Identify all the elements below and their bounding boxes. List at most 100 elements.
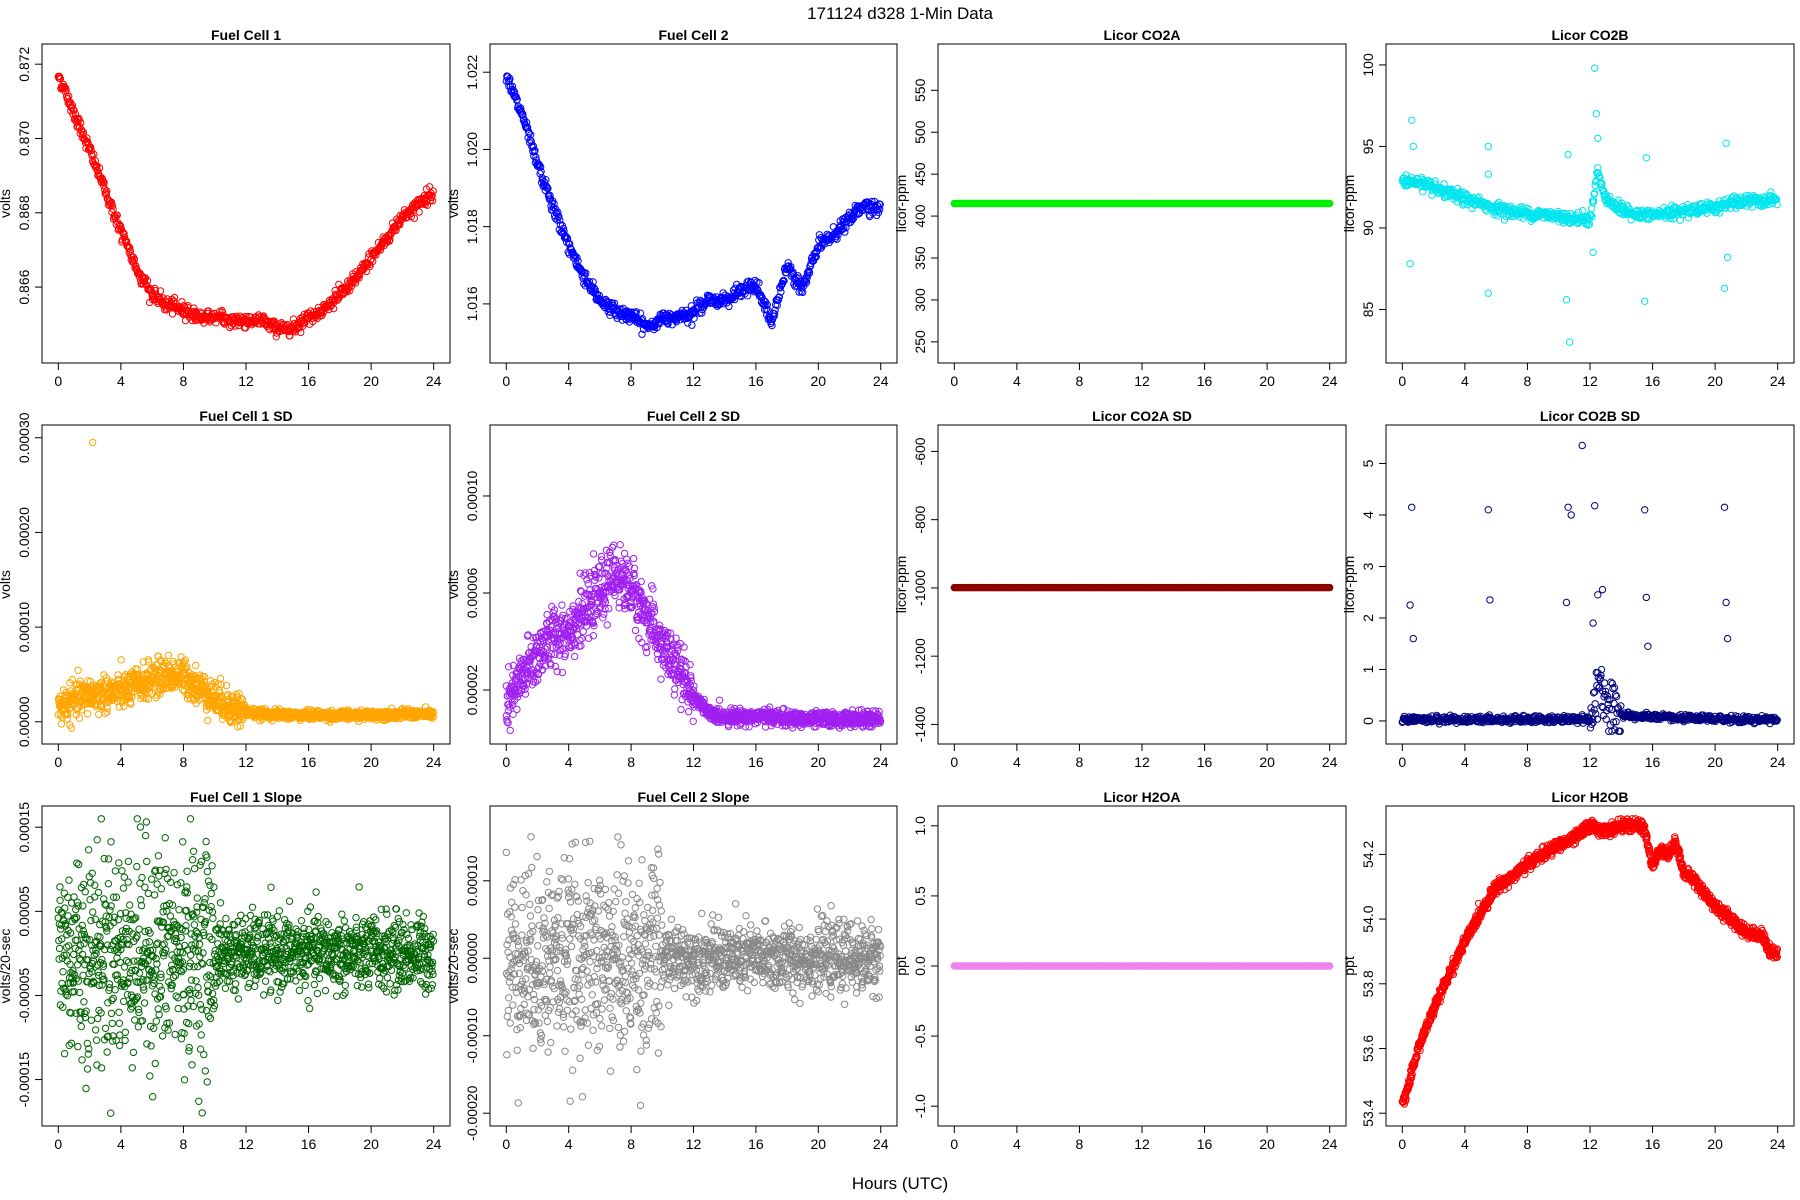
- y-tick-label: 0.00020: [16, 507, 32, 558]
- x-tick-label: 20: [1259, 373, 1275, 389]
- data-point: [61, 87, 69, 96]
- data-point: [1326, 199, 1334, 208]
- data-point: [122, 237, 131, 245]
- data-point: [1562, 296, 1571, 304]
- x-tick-label: 0: [502, 754, 510, 770]
- x-tick-label: 0: [1398, 373, 1406, 389]
- x-tick-label: 16: [748, 373, 764, 389]
- data-point: [103, 187, 111, 195]
- x-tick-label: 8: [1524, 373, 1532, 389]
- x-tick-label: 4: [1013, 373, 1021, 389]
- y-tick-label: 90: [1360, 220, 1376, 236]
- data-point: [126, 244, 134, 252]
- data-point: [657, 675, 665, 683]
- y-axis-label: volts: [445, 570, 461, 599]
- x-tick-label: 8: [180, 754, 188, 770]
- figure-title: 171124 d328 1-Min Data: [807, 4, 993, 23]
- data-point: [100, 181, 108, 190]
- data-point: [1409, 142, 1418, 151]
- y-tick-label: 1.022: [464, 54, 480, 89]
- x-axis: 0 4 8 12 16 20 24: [1398, 362, 1786, 389]
- x-tick-label: 12: [238, 754, 254, 770]
- y-axis: 0.00000 0.00010 0.00020 0.00030: [16, 412, 43, 747]
- data-point: [386, 236, 394, 244]
- x-tick-label: 16: [1197, 373, 1213, 389]
- x-tick-label: 24: [873, 373, 889, 389]
- y-tick-label: 0.00000: [16, 696, 32, 747]
- y-tick-label: 95: [1360, 138, 1376, 154]
- y-tick-label: 1.018: [464, 209, 480, 244]
- plot-title: Fuel Cell 2 SD: [647, 408, 740, 424]
- data-point: [584, 580, 592, 588]
- data-point: [1642, 154, 1651, 162]
- data-point: [1592, 110, 1601, 118]
- y-tick-label: 0.868: [16, 195, 32, 230]
- y-tick-label: 300: [912, 288, 928, 312]
- x-tick-label: 4: [117, 373, 125, 389]
- data-point: [117, 656, 125, 664]
- data-point: [623, 555, 631, 563]
- data-point: [429, 187, 437, 195]
- x-tick-label: 16: [301, 373, 317, 389]
- x-tick-label: 0: [950, 373, 958, 389]
- x-axis: 0 4 8 12 16 20 24: [502, 362, 889, 389]
- x-axis: 0 4 8 12 16 20 24: [502, 743, 889, 770]
- plot-title: Licor CO2A: [1103, 27, 1180, 43]
- data-point: [86, 143, 95, 151]
- data-point: [120, 702, 128, 711]
- y-axis-label: licor-ppm: [893, 175, 909, 233]
- data-point: [164, 651, 173, 659]
- data-point: [102, 191, 111, 199]
- data-point: [589, 550, 598, 558]
- y-tick-label: 0.00010: [16, 602, 32, 653]
- data-point: [1641, 297, 1649, 305]
- data-point: [517, 104, 525, 112]
- x-tick-label: 0: [54, 754, 62, 770]
- y-tick-label: 100: [1360, 53, 1376, 77]
- data-point: [180, 303, 189, 311]
- panel-1: Fuel Cell 20 4 8 12 16 20 241.0161.0181.0201.0…: [445, 27, 898, 389]
- y-tick-label: 350: [912, 246, 928, 270]
- x-tick-label: 24: [1322, 373, 1338, 389]
- x-tick-label: 0: [502, 373, 510, 389]
- data-point: [108, 202, 117, 210]
- y-axis-label: volts: [0, 189, 13, 218]
- y-axis-label: volts: [445, 189, 461, 218]
- data-point: [362, 267, 371, 276]
- data-point: [1484, 142, 1493, 151]
- x-tick-label: 20: [811, 754, 827, 770]
- x-axis: 0 4 8 12 16 20 24: [950, 362, 1338, 389]
- data-points: [1398, 64, 1781, 346]
- x-tick-label: 12: [238, 373, 254, 389]
- data-point: [57, 720, 66, 728]
- panels: Fuel Cell 10 4 8 12 16 20 240.8660.8680.8700.8…: [0, 27, 1795, 1152]
- data-point: [631, 626, 640, 635]
- data-point: [670, 691, 678, 699]
- data-point: [504, 72, 512, 81]
- data-point: [1589, 248, 1597, 257]
- x-tick-label: 24: [426, 754, 442, 770]
- y-tick-label: 85: [1360, 301, 1376, 317]
- data-point: [715, 696, 724, 704]
- data-point: [99, 178, 107, 186]
- data-point: [83, 710, 92, 718]
- data-point: [95, 164, 104, 172]
- data-point: [689, 717, 697, 725]
- data-points: [502, 541, 885, 735]
- data-point: [70, 106, 78, 114]
- data-point: [1484, 170, 1493, 178]
- data-point: [428, 192, 436, 200]
- data-point: [216, 674, 225, 683]
- data-point: [578, 634, 586, 643]
- data-point: [671, 685, 679, 693]
- data-point: [571, 652, 579, 661]
- data-points: [54, 72, 437, 341]
- y-tick-label: 0.00010: [464, 470, 480, 521]
- y-tick-label: 0.00030: [16, 412, 32, 463]
- data-point: [610, 541, 618, 549]
- x-tick-label: 4: [565, 754, 573, 770]
- y-tick-label: 0.872: [16, 46, 32, 81]
- data-point: [89, 438, 97, 447]
